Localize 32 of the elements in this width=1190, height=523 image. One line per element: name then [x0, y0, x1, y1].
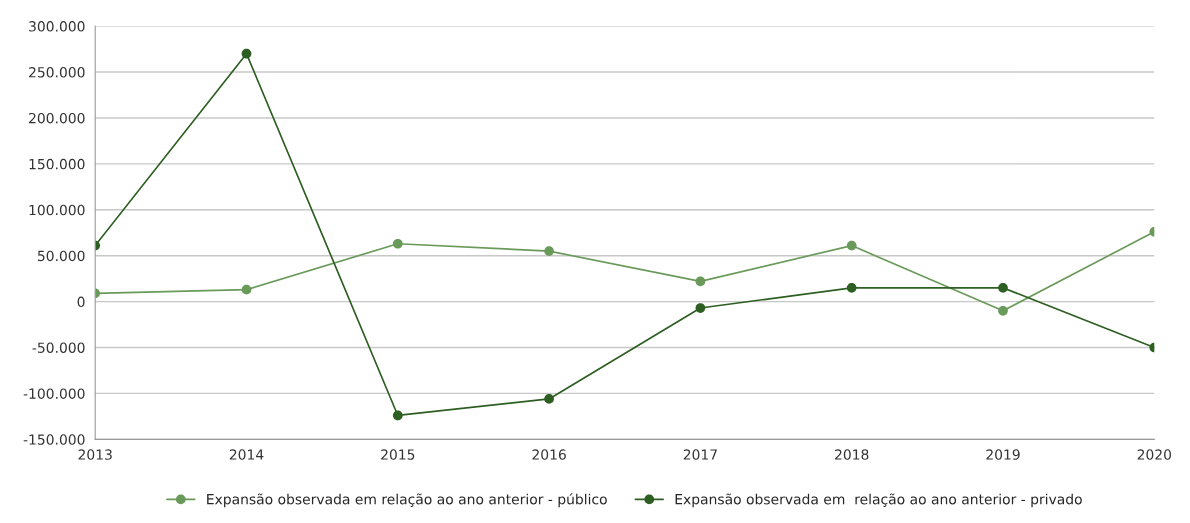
x-tick-label: 2017 — [683, 449, 717, 460]
point — [241, 284, 252, 295]
point — [998, 282, 1008, 293]
point — [998, 305, 1008, 316]
y-tick-label: 300.000 — [29, 21, 85, 32]
point — [544, 246, 554, 256]
y-tick-label: 0 — [77, 296, 85, 308]
y-tick-label: 100.000 — [29, 204, 85, 216]
point — [846, 282, 857, 293]
y-tick-label: 200.000 — [29, 112, 85, 124]
point — [846, 240, 857, 251]
legend-label: Expansão observada em relação ao ano anterior - público — [207, 493, 607, 508]
point — [392, 238, 403, 249]
x-tick-label: 2020 — [1137, 449, 1172, 460]
y-tick-label: -50.000 — [32, 342, 85, 353]
x-tick-label: 2013 — [78, 449, 112, 460]
x-tick-label: 2015 — [381, 449, 415, 460]
point — [695, 276, 706, 287]
legend-label: Expansão observada em relação ao ano anterior - privado — [675, 493, 1082, 508]
y-tick-label: 150.000 — [29, 158, 85, 170]
x-tick-label: 2019 — [986, 449, 1020, 460]
y-tick-label: 250.000 — [29, 67, 85, 78]
point — [544, 394, 554, 404]
point — [695, 303, 706, 313]
y-tick-label: 50.000 — [37, 250, 85, 262]
x-tick-label: 2018 — [835, 449, 869, 460]
point — [241, 48, 252, 59]
y-tick-label: -100.000 — [23, 388, 85, 399]
point — [392, 410, 403, 421]
x-tick-label: 2016 — [532, 449, 566, 460]
y-tick-label: -150.000 — [23, 434, 85, 445]
x-tick-label: 2014 — [229, 449, 264, 460]
